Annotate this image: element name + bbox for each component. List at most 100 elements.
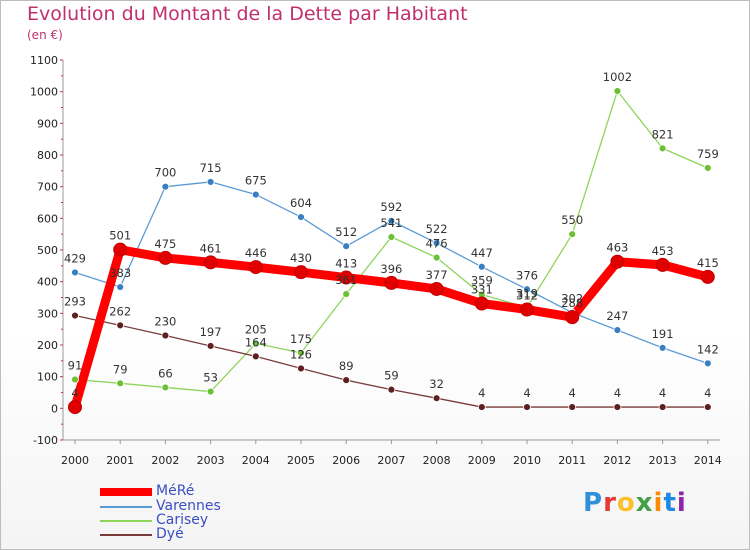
data-point-varennes — [477, 262, 486, 271]
legend-swatch — [100, 520, 152, 522]
data-point-dye — [432, 394, 441, 403]
x-tick-label: 2010 — [513, 454, 541, 467]
data-label-varennes: 191 — [652, 327, 674, 341]
data-label-dye: 262 — [109, 304, 131, 318]
y-tick-label: -100 — [33, 434, 58, 447]
data-label-carisey: 1002 — [603, 70, 632, 84]
x-tick-label: 2007 — [377, 454, 405, 467]
data-label-carisey: 550 — [561, 213, 583, 227]
data-point-mere — [429, 281, 444, 296]
y-tick-label: 1100 — [30, 54, 58, 67]
data-label-carisey: 361 — [335, 273, 357, 287]
data-label-dye: 32 — [429, 377, 444, 391]
data-label-carisey: 53 — [203, 371, 218, 385]
data-point-varennes — [658, 343, 667, 352]
data-label-mere: 331 — [471, 283, 493, 297]
data-point-carisey — [251, 339, 260, 348]
data-point-mere — [565, 310, 580, 325]
data-label-carisey: 66 — [158, 366, 173, 380]
data-point-carisey — [432, 253, 441, 262]
data-label-varennes: 675 — [245, 174, 267, 188]
y-tick-label: 400 — [37, 276, 58, 289]
x-tick-label: 2002 — [151, 454, 179, 467]
data-point-dye — [523, 403, 531, 411]
x-tick-label: 2009 — [468, 454, 496, 467]
data-label-carisey: 91 — [68, 359, 83, 373]
data-label-carisey: 359 — [471, 274, 493, 288]
y-tick-label: 300 — [37, 307, 58, 320]
data-label-varennes: 522 — [426, 222, 448, 236]
data-point-carisey — [116, 379, 125, 388]
data-point-carisey — [613, 87, 622, 95]
x-tick-label: 2013 — [649, 454, 677, 467]
chart-title: Evolution du Montant de la Dette par Hab… — [27, 3, 468, 25]
y-tick-label: 800 — [37, 149, 58, 162]
data-label-dye: 4 — [478, 386, 485, 400]
data-label-dye: 59 — [384, 369, 399, 383]
data-point-carisey — [297, 349, 305, 357]
data-point-varennes — [342, 242, 351, 251]
y-tick-label: 1000 — [30, 86, 58, 99]
data-point-mere — [248, 260, 263, 275]
data-point-carisey — [161, 383, 170, 392]
x-tick-label: 2011 — [558, 454, 586, 467]
data-labels: 429 383 700 715 675 604 512 592 522 447 376 302 247 1… — [64, 70, 719, 400]
data-label-carisey: 319 — [516, 286, 538, 300]
data-label-dye: 89 — [339, 359, 354, 373]
data-point-mere — [474, 296, 489, 311]
data-label-carisey: 541 — [380, 216, 402, 230]
data-label-mere: 446 — [245, 246, 267, 260]
data-point-dye — [297, 364, 305, 373]
proxiti-logo: Proxiti — [583, 488, 687, 518]
y-tick-label: 700 — [37, 181, 58, 194]
data-label-mere: 501 — [109, 229, 131, 243]
data-point-dye — [387, 385, 396, 394]
data-label-varennes: 142 — [697, 342, 719, 356]
x-tick-label: 2001 — [106, 454, 134, 467]
data-label-varennes: 247 — [606, 309, 628, 323]
y-tick-label: 100 — [37, 371, 58, 384]
data-label-dye: 4 — [614, 386, 621, 400]
data-point-dye — [116, 321, 125, 330]
data-point-mere — [520, 302, 534, 317]
chart-axes: -100 0 100 200 300 400 500 600 700 800 900 1000 1100… — [30, 54, 722, 467]
data-point-varennes — [523, 285, 531, 294]
data-point-mere — [610, 254, 625, 269]
data-point-carisey — [658, 144, 667, 153]
data-label-carisey: 759 — [697, 147, 719, 161]
legend-label: Dyé — [156, 526, 184, 542]
data-point-carisey — [387, 233, 396, 241]
data-label-carisey: 175 — [290, 332, 312, 346]
data-label-mere: 415 — [697, 256, 719, 270]
y-tick-label: 500 — [37, 244, 58, 257]
data-label-varennes: 715 — [200, 161, 222, 175]
data-label-mere: 377 — [426, 268, 448, 282]
data-label-mere: 312 — [516, 289, 538, 303]
data-point-dye — [71, 311, 79, 320]
data-point-carisey — [342, 290, 351, 298]
legend-swatch — [100, 488, 152, 496]
data-point-carisey — [71, 375, 79, 384]
y-tick-label: 600 — [37, 212, 58, 225]
data-point-mere — [384, 275, 399, 290]
data-label-mere: 4 — [71, 386, 78, 400]
data-point-mere — [339, 270, 354, 285]
data-label-dye: 126 — [290, 347, 312, 361]
x-tick-label: 2012 — [603, 454, 631, 467]
data-label-carisey: 205 — [245, 322, 267, 336]
data-label-dye: 164 — [245, 335, 267, 349]
data-point-varennes — [161, 182, 170, 191]
data-label-carisey: 79 — [113, 362, 128, 376]
data-point-carisey — [568, 230, 577, 239]
x-tick-label: 2003 — [197, 454, 225, 467]
data-label-dye: 4 — [569, 386, 576, 400]
y-tick-label: 900 — [37, 117, 58, 130]
data-point-dye — [161, 331, 170, 340]
legend-label: Carisey — [156, 512, 209, 528]
data-point-dye — [477, 403, 486, 411]
data-point-varennes — [297, 213, 305, 221]
data-label-dye: 293 — [64, 295, 86, 309]
data-label-dye: 197 — [200, 325, 222, 339]
data-label-varennes: 512 — [335, 225, 357, 239]
